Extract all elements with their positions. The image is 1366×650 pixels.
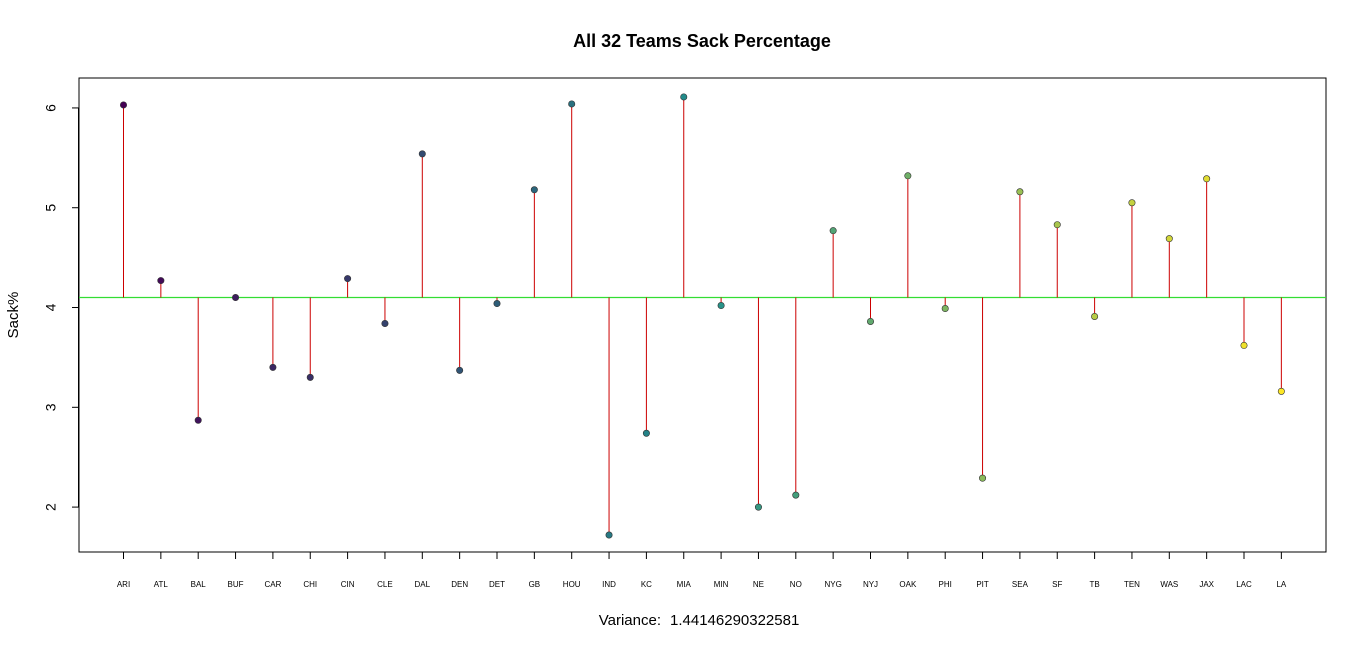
x-tick-label-tb: TB <box>1089 580 1099 589</box>
point-cle <box>381 319 389 327</box>
x-tick-label-la: LA <box>1276 580 1286 589</box>
x-tick-label-buf: BUF <box>228 580 244 589</box>
x-tick-label-oak: OAK <box>899 580 917 589</box>
points-group <box>120 93 1285 539</box>
x-tick-label-cle: CLE <box>377 580 393 589</box>
point-den <box>456 366 464 374</box>
point-sf <box>1053 221 1061 229</box>
point-gb <box>530 186 538 194</box>
x-tick-label-ne: NE <box>753 580 764 589</box>
point-cin <box>344 275 352 283</box>
point-phi <box>941 305 949 313</box>
point-min <box>717 302 725 310</box>
point-atl <box>157 277 165 285</box>
point-ind <box>605 531 613 539</box>
x-tick-label-phi: PHI <box>939 580 952 589</box>
point-nyg <box>829 227 837 235</box>
x-tick-label-was: WAS <box>1160 580 1178 589</box>
x-tick-label-cin: CIN <box>341 580 355 589</box>
x-tick-label-dal: DAL <box>415 580 431 589</box>
x-tick-label-bal: BAL <box>191 580 207 589</box>
point-was <box>1165 235 1173 243</box>
x-tick-label-nyj: NYJ <box>863 580 878 589</box>
plot-frame <box>78 77 1327 553</box>
point-bal <box>194 416 202 424</box>
x-tick-label-sea: SEA <box>1012 580 1029 589</box>
x-tick-label-gb: GB <box>529 580 541 589</box>
point-oak <box>904 172 912 180</box>
point-lac <box>1240 341 1248 349</box>
point-kc <box>642 429 650 437</box>
variance-label: Variance: <box>599 612 661 629</box>
variance-value: 1.44146290322581 <box>670 612 799 629</box>
x-tick-label-nyg: NYG <box>824 580 841 589</box>
point-mia <box>680 93 688 101</box>
point-dal <box>418 150 426 158</box>
y-axis-label: Sack% <box>5 292 22 339</box>
y-tick-label-5: 5 <box>43 204 59 212</box>
x-axis: ARI ATL BAL BUF CAR CHI CIN CLE DAL DEN DET GB HOU IN… <box>117 551 1287 589</box>
x-tick-label-lac: LAC <box>1236 580 1252 589</box>
point-chi <box>306 373 314 381</box>
y-tick-label-3: 3 <box>43 403 59 411</box>
x-tick-label-den: DEN <box>451 580 468 589</box>
x-tick-label-atl: ATL <box>154 580 169 589</box>
point-car <box>269 363 277 371</box>
point-pit <box>979 474 987 482</box>
y-tick-label-2: 2 <box>43 503 59 511</box>
point-sea <box>1016 188 1024 196</box>
point-ari <box>120 101 128 109</box>
y-axis: 2 3 4 5 6 <box>43 104 79 511</box>
chart-title: All 32 Teams Sack Percentage <box>573 31 831 51</box>
x-tick-label-chi: CHI <box>303 580 317 589</box>
x-tick-label-mia: MIA <box>677 580 692 589</box>
y-tick-label-6: 6 <box>43 104 59 112</box>
x-tick-label-hou: HOU <box>563 580 581 589</box>
point-tb <box>1091 312 1099 320</box>
point-ten <box>1128 199 1136 207</box>
x-tick-label-ten: TEN <box>1124 580 1140 589</box>
point-ne <box>754 503 762 511</box>
x-tick-label-jax: JAX <box>1199 580 1214 589</box>
x-tick-label-sf: SF <box>1052 580 1062 589</box>
stems-group <box>123 96 1282 536</box>
point-det <box>493 300 501 308</box>
x-tick-label-ind: IND <box>602 580 616 589</box>
x-tick-label-kc: KC <box>641 580 652 589</box>
x-tick-label-pit: PIT <box>976 580 989 589</box>
x-tick-label-ari: ARI <box>117 580 130 589</box>
x-tick-label-min: MIN <box>714 580 729 589</box>
point-hou <box>568 100 576 108</box>
point-buf <box>232 294 240 302</box>
x-tick-label-car: CAR <box>264 580 281 589</box>
point-la <box>1277 387 1285 395</box>
y-tick-label-4: 4 <box>43 303 59 311</box>
point-no <box>792 491 800 499</box>
x-tick-label-no: NO <box>790 580 802 589</box>
point-jax <box>1203 175 1211 183</box>
x-tick-label-det: DET <box>489 580 505 589</box>
point-nyj <box>866 317 874 325</box>
